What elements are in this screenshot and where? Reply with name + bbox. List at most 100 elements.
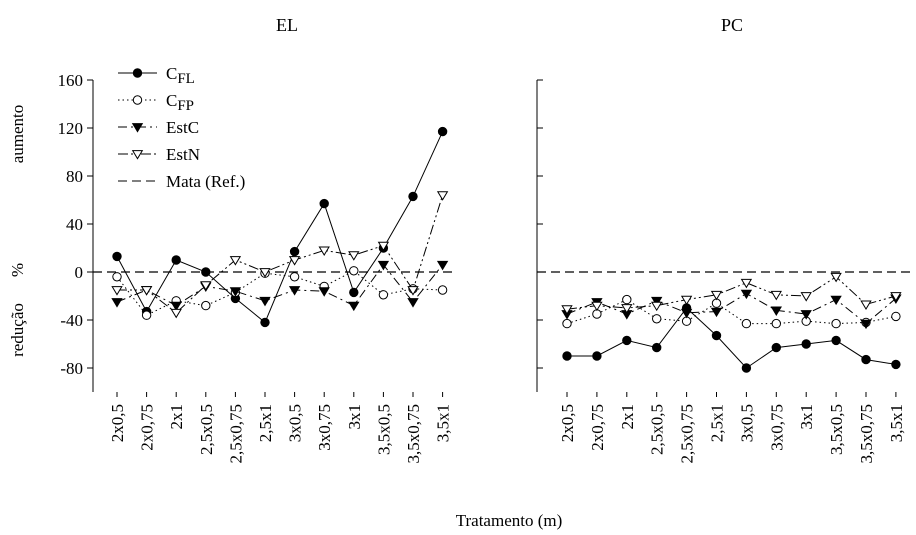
x-tick-label-pc: 3,5x0,75 — [857, 404, 876, 464]
legend-marker-EstC — [131, 123, 144, 133]
x-tick-label-el: 2x0,75 — [138, 404, 157, 451]
legend-label-CFL: CFL — [166, 64, 195, 87]
legend-label-CFP: CFP — [166, 91, 194, 114]
data-point-EstN-el — [436, 191, 449, 201]
data-point-EstN-pc — [830, 272, 842, 283]
data-point-EstC-el — [436, 260, 449, 271]
legend-subscript-CFL: FL — [177, 71, 195, 87]
data-point-CFP-pc — [741, 318, 752, 329]
data-point-EstN-el — [259, 268, 271, 278]
data-point-EstN-el — [229, 256, 242, 266]
data-point-EstN-el — [318, 246, 330, 256]
data-point-EstN-el — [200, 281, 212, 291]
data-point-EstN-pc — [800, 292, 812, 302]
data-point-EstN-el — [407, 286, 419, 296]
series-line-EstC-el — [116, 263, 443, 307]
x-tick-label-pc: 3x0,75 — [767, 404, 786, 451]
data-point-CFL-el — [260, 317, 270, 328]
data-point-EstN-el — [288, 256, 301, 266]
data-point-EstC-pc — [830, 295, 842, 306]
data-point-CFP-el — [141, 310, 152, 320]
data-point-EstN-el — [140, 286, 153, 296]
data-point-CFP-el — [349, 266, 359, 276]
data-point-CFL-pc — [831, 335, 841, 346]
data-point-EstC-pc — [860, 319, 872, 330]
legend-subscript-CFP: FP — [177, 98, 194, 114]
y-tick-label: 120 — [58, 119, 84, 138]
data-point-EstN-el — [377, 241, 390, 252]
data-point-EstN-pc — [561, 305, 573, 315]
series-line-CFP-el — [116, 270, 443, 316]
x-tick-label-el: 3x1 — [345, 404, 364, 430]
y-tick-label: 0 — [75, 263, 84, 282]
data-point-CFL-pc — [891, 359, 901, 370]
x-tick-label-el: 3,5x1 — [434, 404, 453, 442]
data-point-CFP-el — [437, 285, 448, 295]
x-tick-label-pc: 2x0,75 — [588, 404, 607, 451]
data-point-EstN-el — [111, 286, 123, 296]
data-point-EstN-pc — [860, 300, 872, 310]
data-point-CFP-pc — [831, 318, 841, 329]
data-point-CFL-el — [171, 255, 181, 265]
x-tick-label-el: 3x0,5 — [286, 404, 305, 442]
y-tick-label: -40 — [60, 311, 83, 330]
legend-marker-CFL — [132, 68, 143, 78]
data-point-CFL-pc — [801, 339, 811, 349]
series-line-CFL-el — [116, 131, 444, 324]
data-point-CFL-el — [289, 246, 300, 257]
data-point-EstN-pc — [710, 290, 723, 301]
data-point-EstN-pc — [740, 278, 753, 289]
data-point-EstN-pc — [591, 301, 603, 312]
ylabel-middle: % — [8, 263, 27, 277]
x-tick-label-pc: 3,5x1 — [887, 404, 906, 442]
data-point-EstN-pc — [890, 292, 902, 302]
data-point-CFL-pc — [711, 330, 722, 341]
data-point-CFP-el — [378, 290, 389, 300]
data-point-CFL-el — [319, 198, 329, 209]
data-point-CFL-pc — [861, 354, 871, 365]
x-tick-label-pc: 2,5x0,5 — [648, 404, 667, 455]
data-point-CFL-el — [201, 267, 211, 277]
data-point-EstC-el — [407, 298, 419, 308]
legend-label-Mata: Mata (Ref.) — [166, 172, 245, 191]
x-axis-label: Tratamento (m) — [456, 511, 563, 530]
series-line-EstC-pc — [566, 293, 897, 325]
y-tick-label: -80 — [60, 359, 83, 378]
data-point-EstN-pc — [770, 290, 782, 301]
series-line-CFL-pc — [567, 307, 896, 369]
data-point-CFL-pc — [771, 342, 781, 353]
data-point-CFP-el — [201, 300, 211, 311]
data-point-CFP-pc — [652, 314, 662, 324]
series-line-CFP-pc — [566, 299, 896, 325]
data-point-EstC-el — [259, 296, 271, 307]
panel-pc: 2x0,5 2x0,75 2x1 2,5x0,5 2,5x0,75 2,5x1 3x0,5 3… — [536, 79, 910, 464]
data-point-CFL-pc — [652, 342, 662, 353]
data-point-EstC-el — [318, 287, 330, 297]
data-point-CFP-pc — [622, 294, 632, 305]
data-point-EstN-pc — [680, 295, 693, 306]
data-point-EstC-pc — [800, 310, 812, 320]
x-tick-label-el: 3,5x0,5 — [374, 404, 393, 455]
data-point-CFL-el — [112, 251, 122, 262]
x-tick-label-el: 2,5x1 — [256, 404, 275, 442]
data-point-EstC-el — [229, 287, 242, 297]
data-point-EstC-pc — [710, 307, 723, 318]
x-tick-label-el: 2,5x0,5 — [197, 404, 216, 455]
x-tick-label-pc: 2,5x0,75 — [678, 404, 697, 464]
data-point-CFP-pc — [771, 318, 781, 329]
data-point-EstC-pc — [740, 289, 753, 300]
legend-marker-EstN — [131, 150, 144, 160]
y-tick-label: 80 — [66, 167, 83, 186]
data-point-CFL-pc — [741, 363, 752, 373]
data-point-EstC-el — [111, 298, 123, 308]
data-point-CFL-pc — [592, 351, 602, 361]
data-point-EstC-el — [288, 286, 301, 296]
legend-label-EstC: EstC — [166, 118, 199, 137]
panel-title-pc: PC — [721, 15, 743, 35]
legend-marker-CFP — [132, 95, 143, 105]
legend-label-EstN: EstN — [166, 145, 200, 164]
data-point-EstC-el — [348, 301, 360, 312]
data-point-EstN-pc — [651, 301, 663, 312]
x-tick-label-pc: 3x0,5 — [737, 404, 756, 442]
